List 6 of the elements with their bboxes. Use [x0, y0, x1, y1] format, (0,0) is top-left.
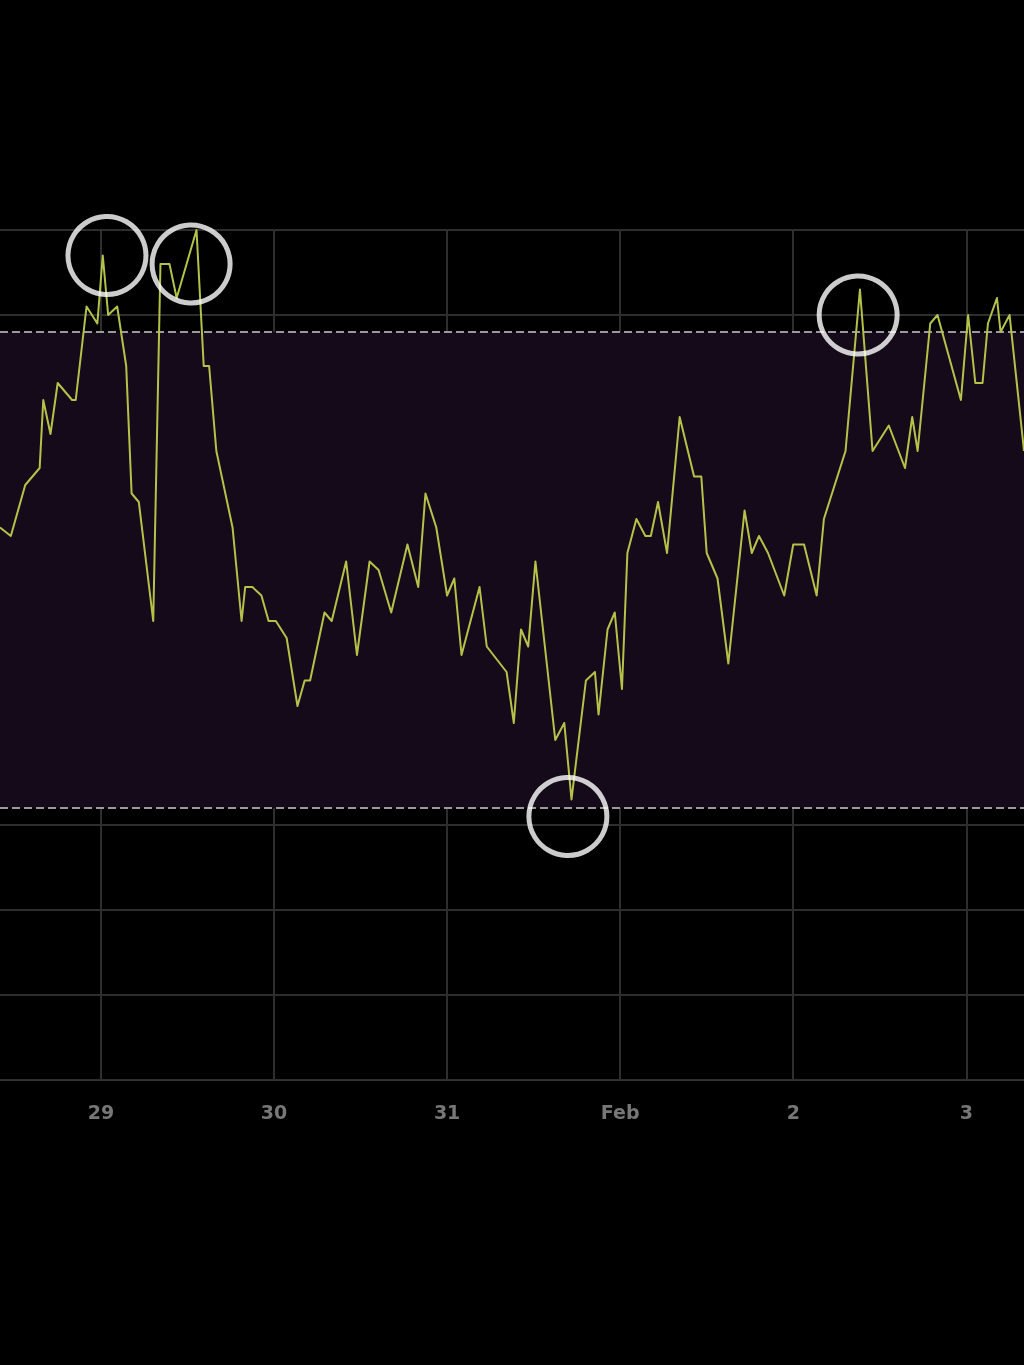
x-tick-label: 2 — [786, 1100, 800, 1123]
x-tick-label: 31 — [433, 1100, 461, 1123]
x-tick-label: 29 — [87, 1100, 115, 1123]
x-tick-label: 30 — [260, 1100, 288, 1123]
x-tick-label: Feb — [600, 1100, 640, 1123]
x-tick-label: 3 — [959, 1100, 973, 1123]
